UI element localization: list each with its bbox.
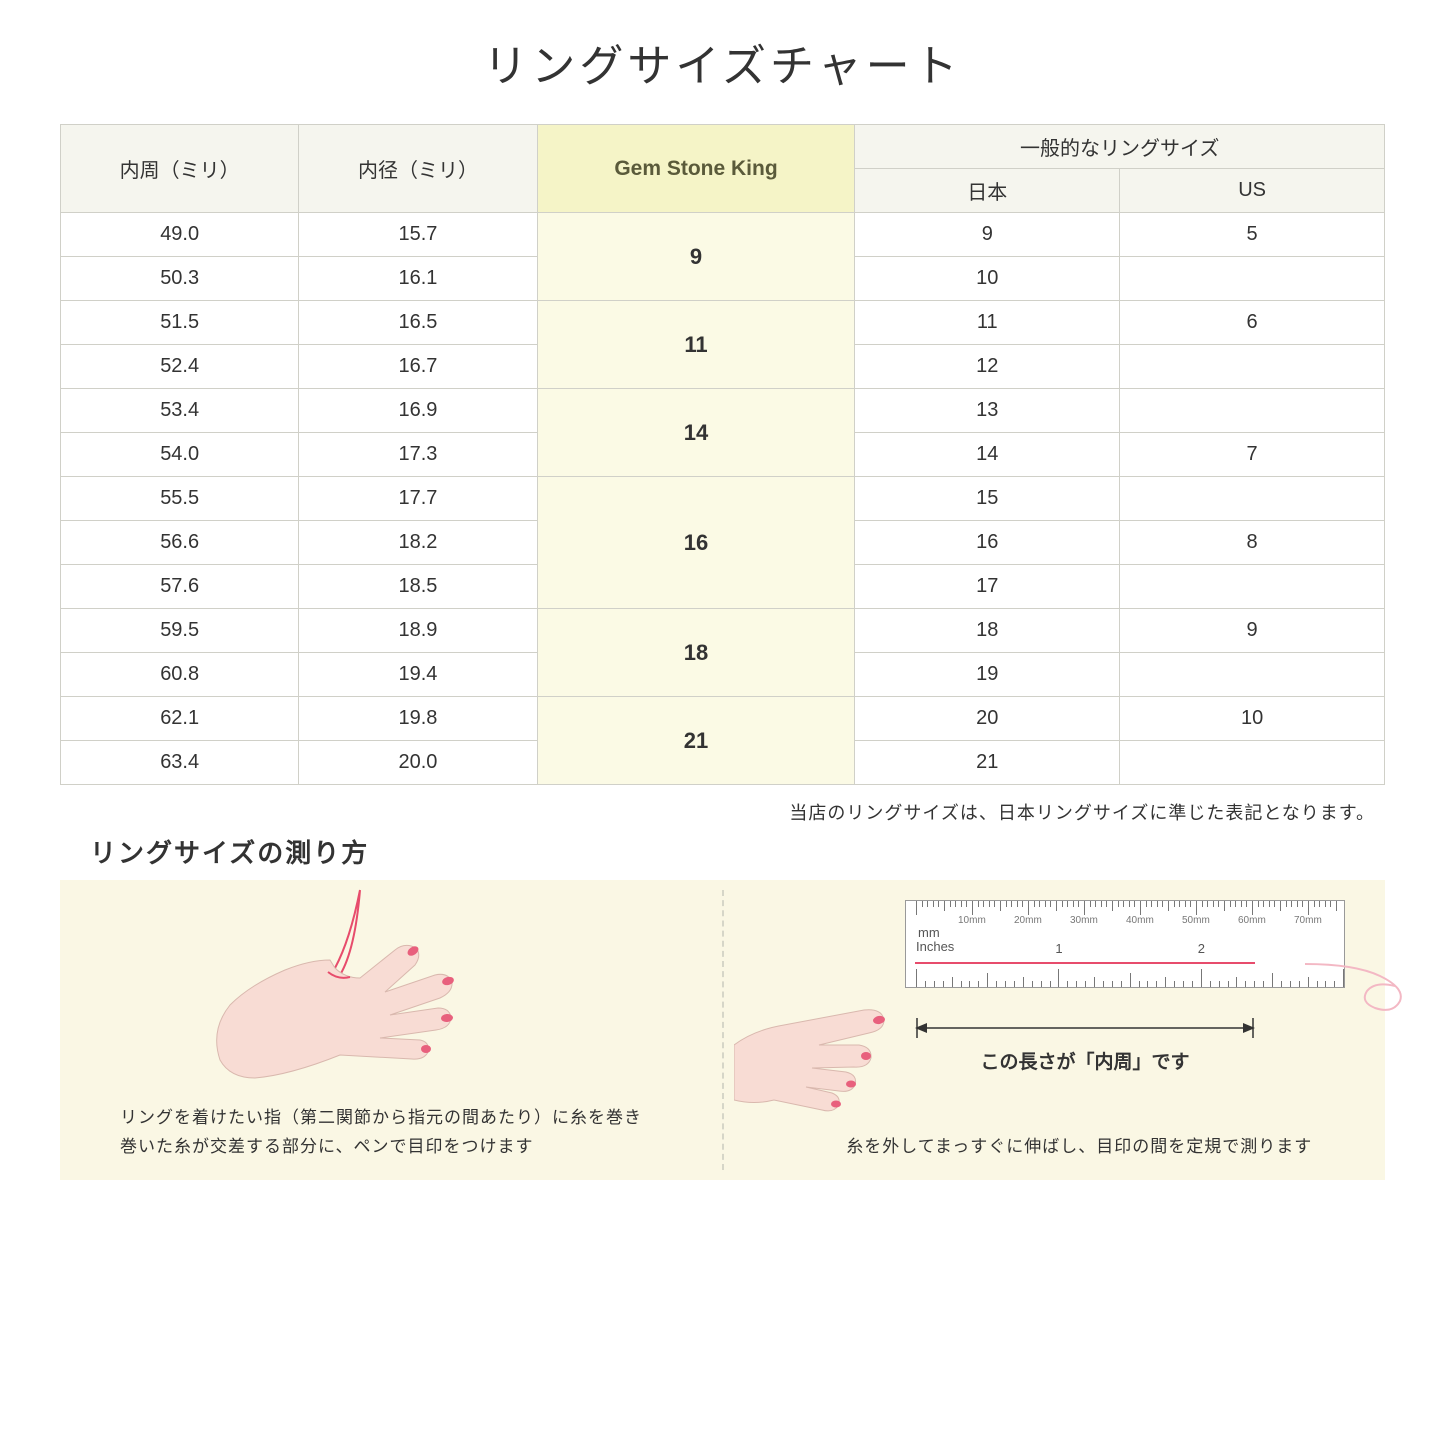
table-row: 53.416.91413: [61, 389, 1385, 433]
table-row: 49.015.7995: [61, 213, 1385, 257]
cell-circumference: 55.5: [61, 477, 299, 521]
cell-us: [1120, 653, 1385, 697]
col-diameter: 内径（ミリ）: [299, 125, 537, 213]
cell-gsk: 18: [537, 609, 855, 697]
cell-diameter: 16.7: [299, 345, 537, 389]
howto-step-2: mmInches10mm20mm30mm40mm50mm60mm70mm12 こ…: [724, 880, 1386, 1180]
cell-gsk: 14: [537, 389, 855, 477]
cell-japan: 10: [855, 257, 1120, 301]
cell-japan: 20: [855, 697, 1120, 741]
cell-us: 5: [1120, 213, 1385, 257]
cell-circumference: 53.4: [61, 389, 299, 433]
note-text: 当店のリングサイズは、日本リングサイズに準じた表記となります。: [60, 799, 1385, 825]
cell-japan: 15: [855, 477, 1120, 521]
cell-circumference: 57.6: [61, 565, 299, 609]
hand-thread-icon: [180, 880, 560, 1100]
cell-diameter: 19.4: [299, 653, 537, 697]
cell-circumference: 60.8: [61, 653, 299, 697]
cell-japan: 17: [855, 565, 1120, 609]
ruler-icon: mmInches10mm20mm30mm40mm50mm60mm70mm12: [905, 900, 1345, 988]
cell-diameter: 16.1: [299, 257, 537, 301]
col-us: US: [1120, 169, 1385, 213]
cell-us: 9: [1120, 609, 1385, 653]
cell-gsk: 21: [537, 697, 855, 785]
cell-circumference: 52.4: [61, 345, 299, 389]
col-japan: 日本: [855, 169, 1120, 213]
howto-step-1: リングを着けたい指（第二関節から指元の間あたり）に糸を巻き巻いた糸が交差する部分…: [60, 880, 722, 1180]
cell-diameter: 18.9: [299, 609, 537, 653]
cell-us: [1120, 389, 1385, 433]
cell-japan: 11: [855, 301, 1120, 345]
cell-japan: 9: [855, 213, 1120, 257]
cell-japan: 12: [855, 345, 1120, 389]
cell-circumference: 56.6: [61, 521, 299, 565]
col-circumference: 内周（ミリ）: [61, 125, 299, 213]
table-row: 59.518.918189: [61, 609, 1385, 653]
cell-japan: 19: [855, 653, 1120, 697]
dimension-indicator: この長さが「内周」です: [915, 1018, 1255, 1074]
cell-circumference: 51.5: [61, 301, 299, 345]
cell-diameter: 19.8: [299, 697, 537, 741]
cell-us: 6: [1120, 301, 1385, 345]
cell-diameter: 15.7: [299, 213, 537, 257]
cell-diameter: 18.5: [299, 565, 537, 609]
cell-diameter: 17.3: [299, 433, 537, 477]
cell-diameter: 16.9: [299, 389, 537, 433]
cell-circumference: 59.5: [61, 609, 299, 653]
cell-us: 10: [1120, 697, 1385, 741]
cell-gsk: 16: [537, 477, 855, 609]
col-gsk: Gem Stone King: [537, 125, 855, 213]
cell-us: [1120, 345, 1385, 389]
cell-us: [1120, 477, 1385, 521]
page-title: リングサイズチャート: [60, 30, 1385, 94]
cell-us: 8: [1120, 521, 1385, 565]
cell-us: 7: [1120, 433, 1385, 477]
table-row: 51.516.511116: [61, 301, 1385, 345]
thread-line: [915, 962, 1255, 964]
cell-diameter: 16.5: [299, 301, 537, 345]
cell-gsk: 9: [537, 213, 855, 301]
table-row: 55.517.71615: [61, 477, 1385, 521]
step2-caption: 糸を外してまっすぐに伸ばし、目印の間を定規で測ります: [804, 1133, 1356, 1162]
cell-circumference: 62.1: [61, 697, 299, 741]
table-row: 62.119.8212010: [61, 697, 1385, 741]
cell-circumference: 54.0: [61, 433, 299, 477]
cell-japan: 21: [855, 741, 1120, 785]
dimension-label: この長さが「内周」です: [915, 1047, 1255, 1074]
cell-diameter: 17.7: [299, 477, 537, 521]
cell-us: [1120, 565, 1385, 609]
cell-japan: 16: [855, 521, 1120, 565]
cell-us: [1120, 741, 1385, 785]
cell-japan: 18: [855, 609, 1120, 653]
howto-title: リングサイズの測り方: [90, 833, 1385, 870]
howto-section: リングを着けたい指（第二関節から指元の間あたり）に糸を巻き巻いた糸が交差する部分…: [60, 880, 1385, 1180]
cell-circumference: 50.3: [61, 257, 299, 301]
cell-us: [1120, 257, 1385, 301]
cell-japan: 14: [855, 433, 1120, 477]
cell-diameter: 20.0: [299, 741, 537, 785]
thread-curl-icon: [1305, 956, 1425, 1016]
col-general: 一般的なリングサイズ: [855, 125, 1385, 169]
cell-diameter: 18.2: [299, 521, 537, 565]
hand-pointing-icon: [734, 990, 934, 1130]
cell-circumference: 49.0: [61, 213, 299, 257]
cell-japan: 13: [855, 389, 1120, 433]
step1-caption: リングを着けたい指（第二関節から指元の間あたり）に糸を巻き巻いた糸が交差する部分…: [120, 1104, 692, 1162]
size-table: 内周（ミリ） 内径（ミリ） Gem Stone King 一般的なリングサイズ …: [60, 124, 1385, 785]
cell-circumference: 63.4: [61, 741, 299, 785]
cell-gsk: 11: [537, 301, 855, 389]
